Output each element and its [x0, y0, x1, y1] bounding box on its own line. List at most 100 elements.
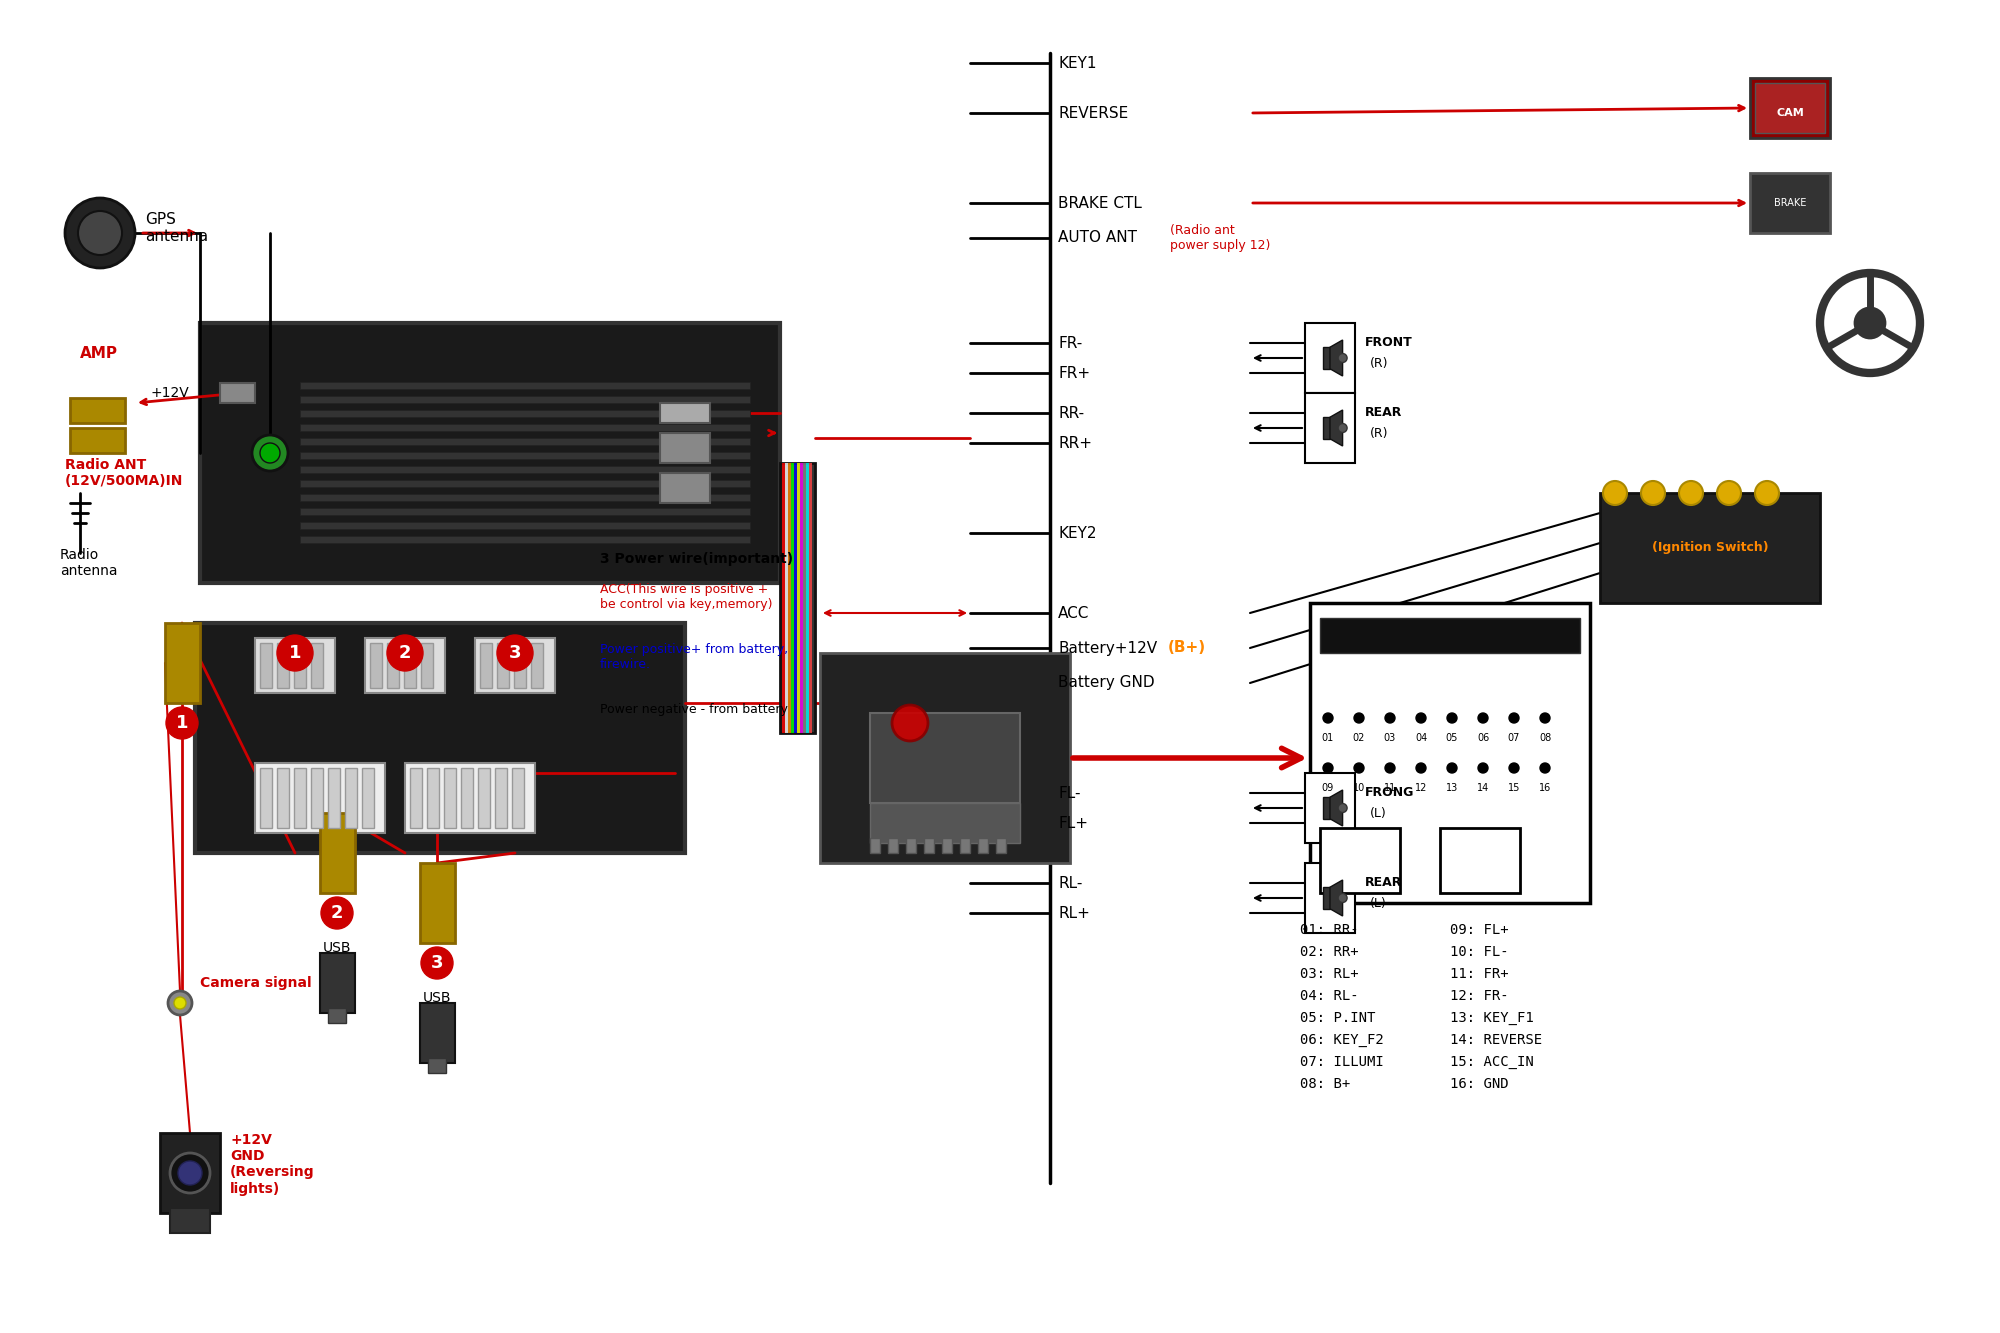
- Text: Radio ANT
(12V/500MA)IN: Radio ANT (12V/500MA)IN: [64, 459, 184, 488]
- Text: 13: 13: [1446, 782, 1458, 793]
- Text: 10: 10: [1352, 782, 1366, 793]
- Circle shape: [1540, 762, 1550, 773]
- Bar: [300, 495, 750, 501]
- Text: RL+: RL+: [1058, 905, 1090, 921]
- Text: ACC(This wire is positive +: ACC(This wire is positive +: [600, 583, 768, 596]
- Text: FR-: FR-: [1058, 336, 1082, 351]
- Circle shape: [1510, 713, 1520, 722]
- Bar: [888, 838, 898, 853]
- Polygon shape: [1330, 790, 1342, 826]
- Text: 02: RR+: 02: RR+: [1300, 945, 1358, 958]
- Circle shape: [1448, 762, 1456, 773]
- Text: ACC: ACC: [1058, 605, 1090, 620]
- Text: 12: FR-: 12: FR-: [1450, 989, 1508, 1002]
- Text: (B+): (B+): [1168, 640, 1206, 656]
- Bar: [260, 643, 272, 688]
- Bar: [410, 768, 422, 828]
- Circle shape: [78, 211, 122, 255]
- Text: AMP: AMP: [80, 345, 118, 360]
- Text: USB: USB: [422, 990, 452, 1005]
- Bar: [300, 523, 750, 529]
- Text: 02: 02: [1352, 733, 1366, 742]
- Bar: [1322, 797, 1330, 818]
- Bar: [924, 838, 934, 853]
- Text: KEY1: KEY1: [1058, 56, 1096, 71]
- Bar: [870, 713, 1020, 802]
- Bar: [346, 768, 356, 828]
- Circle shape: [1354, 762, 1364, 773]
- Bar: [870, 838, 880, 853]
- Text: Radio
antenna: Radio antenna: [60, 548, 118, 579]
- Bar: [1750, 173, 1830, 233]
- Bar: [780, 463, 816, 733]
- Bar: [1600, 493, 1820, 603]
- Bar: [320, 813, 356, 893]
- Text: 15: ACC_IN: 15: ACC_IN: [1450, 1054, 1534, 1069]
- Text: FR+: FR+: [1058, 365, 1090, 380]
- Text: 16: GND: 16: GND: [1450, 1077, 1508, 1090]
- Text: RR-: RR-: [1058, 405, 1084, 420]
- Text: (L): (L): [1370, 806, 1386, 820]
- Bar: [312, 768, 324, 828]
- Circle shape: [170, 1153, 210, 1193]
- Bar: [532, 643, 544, 688]
- Bar: [960, 838, 970, 853]
- Bar: [164, 623, 200, 702]
- Text: FL+: FL+: [1058, 816, 1088, 830]
- Bar: [1310, 603, 1590, 902]
- Bar: [370, 643, 382, 688]
- Bar: [460, 768, 474, 828]
- Text: (Radio ant
power suply 12): (Radio ant power suply 12): [1170, 224, 1270, 252]
- Text: 08: B+: 08: B+: [1300, 1077, 1350, 1090]
- Bar: [276, 768, 288, 828]
- Text: 14: REVERSE: 14: REVERSE: [1450, 1033, 1542, 1046]
- Text: 01: RR-: 01: RR-: [1300, 922, 1358, 937]
- Bar: [320, 953, 356, 1013]
- Bar: [784, 463, 788, 733]
- Bar: [276, 643, 288, 688]
- Text: Battery GND: Battery GND: [1058, 676, 1154, 690]
- Text: Camera signal: Camera signal: [200, 976, 312, 990]
- Bar: [792, 463, 794, 733]
- Bar: [660, 403, 710, 423]
- Text: +12V: +12V: [150, 387, 188, 400]
- Bar: [300, 536, 750, 543]
- Text: 10: FL-: 10: FL-: [1450, 945, 1508, 958]
- Text: 3 Power wire(important): 3 Power wire(important): [600, 552, 794, 567]
- Text: 05: P.INT: 05: P.INT: [1300, 1010, 1376, 1025]
- Text: 12: 12: [1414, 782, 1428, 793]
- Text: 09: 09: [1322, 782, 1334, 793]
- Text: 09: FL+: 09: FL+: [1450, 922, 1508, 937]
- Text: BRAKE CTL: BRAKE CTL: [1058, 196, 1142, 211]
- Bar: [496, 643, 508, 688]
- Bar: [70, 428, 124, 453]
- Text: AUTO ANT: AUTO ANT: [1058, 231, 1136, 245]
- Bar: [1320, 828, 1400, 893]
- Text: Power negative - from battery: Power negative - from battery: [600, 702, 788, 716]
- Circle shape: [1338, 424, 1348, 432]
- Text: BRAKE: BRAKE: [1774, 199, 1806, 208]
- Bar: [1304, 393, 1356, 463]
- Circle shape: [174, 997, 186, 1009]
- Bar: [1322, 417, 1330, 439]
- Bar: [514, 643, 526, 688]
- Circle shape: [320, 897, 352, 929]
- Text: 1: 1: [176, 714, 188, 732]
- Text: FRONT: FRONT: [1364, 336, 1412, 349]
- Circle shape: [1540, 713, 1550, 722]
- Bar: [300, 467, 750, 473]
- Bar: [428, 768, 440, 828]
- Text: 07: 07: [1508, 733, 1520, 742]
- Text: 11: FR+: 11: FR+: [1450, 966, 1508, 981]
- Bar: [512, 768, 524, 828]
- Circle shape: [252, 435, 288, 471]
- Text: 03: RL+: 03: RL+: [1300, 966, 1358, 981]
- Text: 13: KEY_F1: 13: KEY_F1: [1450, 1010, 1534, 1025]
- Text: USB: USB: [322, 941, 352, 954]
- Bar: [328, 1008, 346, 1022]
- Bar: [256, 639, 336, 693]
- Bar: [1304, 773, 1356, 842]
- Bar: [478, 768, 490, 828]
- Circle shape: [1640, 481, 1664, 505]
- Text: 06: KEY_F2: 06: KEY_F2: [1300, 1033, 1384, 1046]
